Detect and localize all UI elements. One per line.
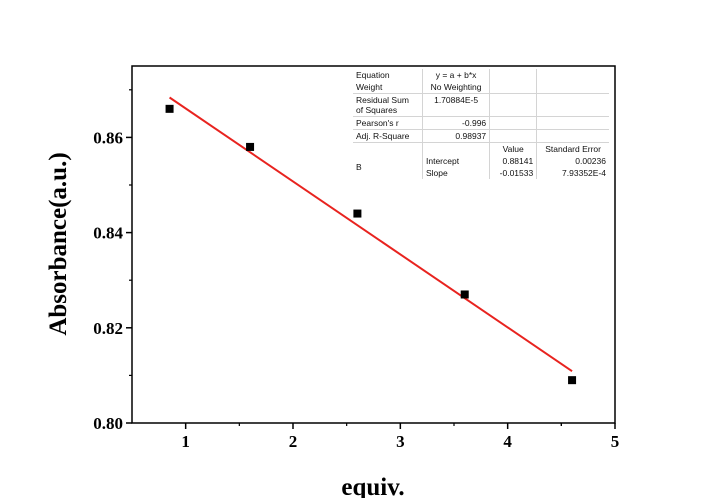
data-point <box>460 290 469 299</box>
adj-r-square-label: Adj. R-Square <box>353 129 423 143</box>
stderr-column-header: Standard Error <box>545 144 601 154</box>
y-tick-label: 0.82 <box>93 319 123 338</box>
data-point <box>353 209 362 218</box>
param-group-label: B <box>353 155 423 179</box>
x-tick-label: 3 <box>396 432 405 451</box>
pearson-value: -0.996 <box>422 116 491 130</box>
linear-fit-line <box>169 96 573 372</box>
intercept-label: Intercept <box>422 155 491 167</box>
y-axis-title: Absorbance(a.u.) <box>45 152 72 335</box>
adj-r-square-value: 0.98937 <box>422 129 491 143</box>
pearson-label: Pearson's r <box>353 116 423 130</box>
data-point <box>246 142 255 151</box>
slope-label: Slope <box>422 167 491 179</box>
x-tick-label: 1 <box>181 432 190 451</box>
data-point <box>568 376 577 385</box>
intercept-stderr: 0.00236 <box>575 156 606 166</box>
value-column-header: Value <box>489 142 538 155</box>
rss-label-line1: Residual Sum <box>356 95 409 105</box>
data-point <box>165 104 174 113</box>
x-tick-label: 2 <box>289 432 298 451</box>
weight-value: No Weighting <box>422 81 491 94</box>
fit-results-table: Equation y = a + b*x Weight No Weighting… <box>353 69 609 179</box>
data-points <box>165 104 577 385</box>
equation-label: Equation <box>353 69 423 81</box>
y-tick-label: 0.80 <box>93 414 123 433</box>
slope-value: -0.01533 <box>489 167 538 179</box>
x-axis-title: equiv. <box>341 474 404 498</box>
rss-value: 1.70884E-5 <box>422 93 491 117</box>
x-tick-label: 4 <box>503 432 512 451</box>
plot-frame <box>131 65 616 424</box>
y-tick-label: 0.86 <box>93 128 123 147</box>
y-tick-label: 0.84 <box>93 224 123 243</box>
rss-label: Residual Sum of Squares <box>353 93 423 117</box>
intercept-value: 0.88141 <box>489 155 538 167</box>
equation-value: y = a + b*x <box>422 69 491 81</box>
weight-label: Weight <box>353 81 423 94</box>
x-axis-ticks: 1 2 3 4 5 <box>181 423 619 451</box>
rss-label-line2: of Squares <box>356 105 398 115</box>
slope-stderr: 7.93352E-4 <box>562 168 606 178</box>
x-tick-label: 5 <box>611 432 620 451</box>
y-axis-ticks: 0.80 0.82 0.84 0.86 <box>93 89 132 433</box>
